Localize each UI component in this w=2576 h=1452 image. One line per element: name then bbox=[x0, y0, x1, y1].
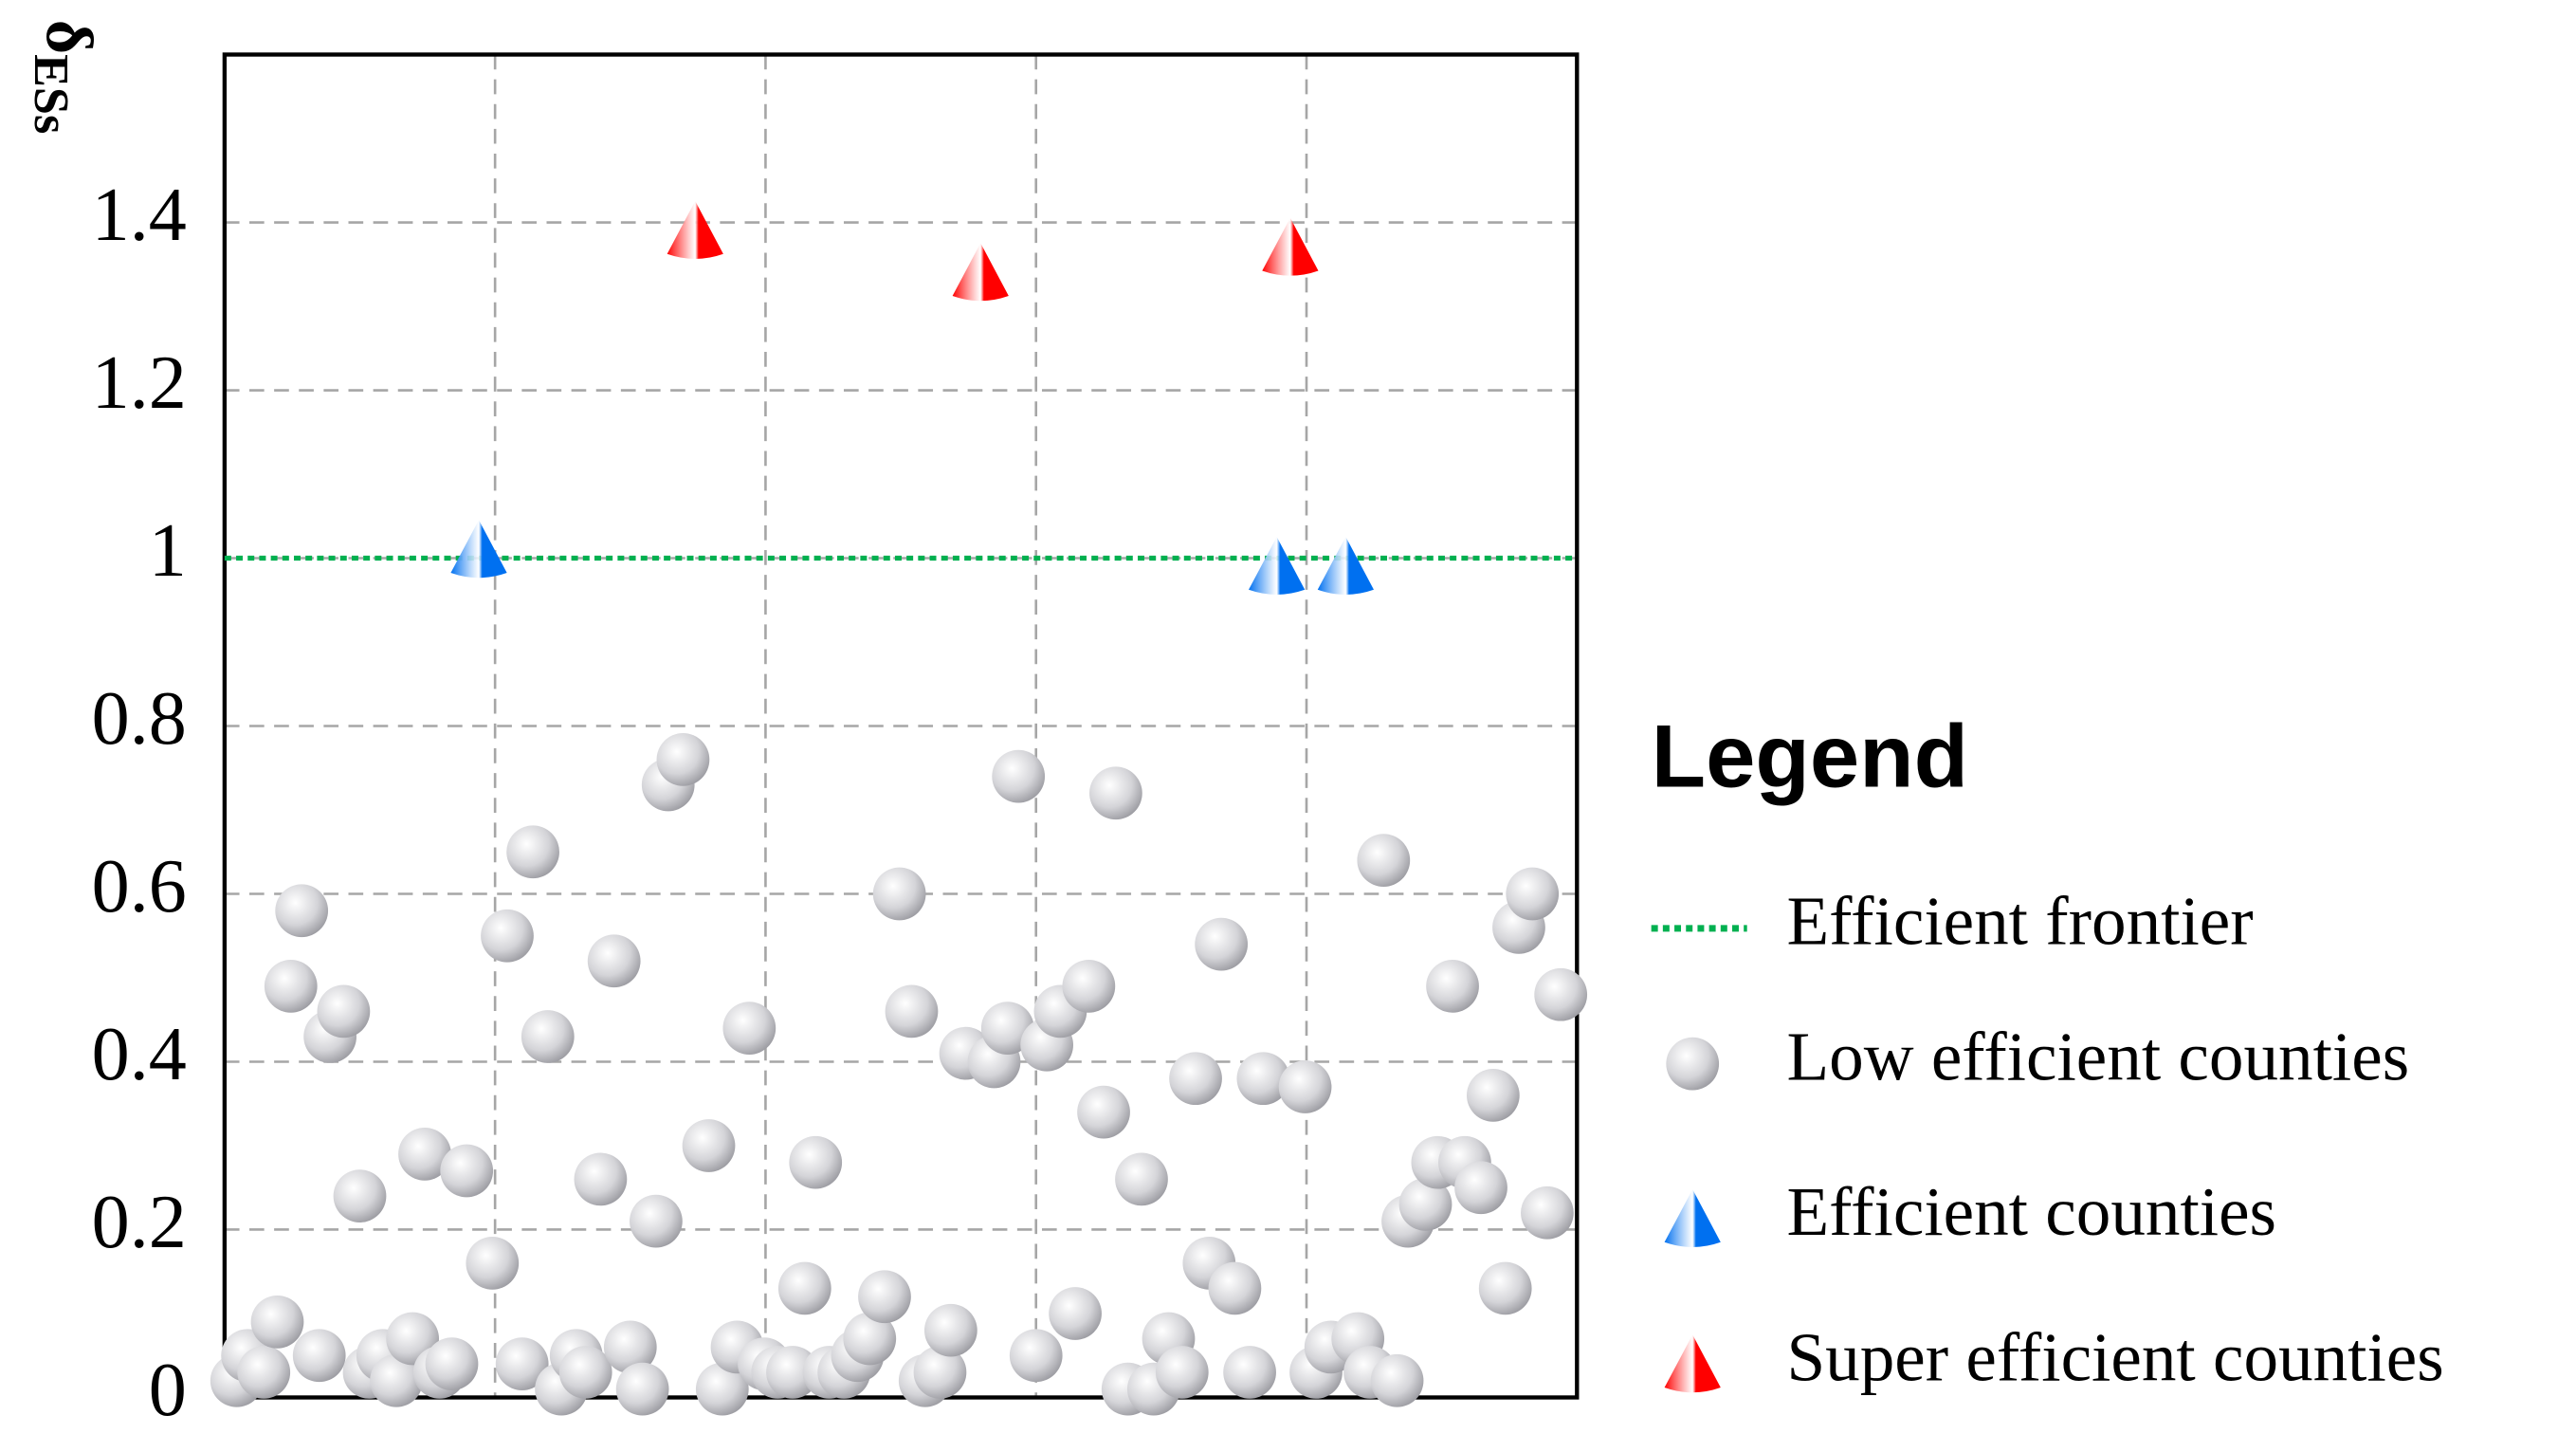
cone-marker bbox=[1664, 1189, 1721, 1247]
ball-marker bbox=[440, 1144, 494, 1198]
ball-marker bbox=[777, 1261, 831, 1315]
ball-marker bbox=[843, 1312, 897, 1366]
ball-marker bbox=[370, 1353, 423, 1407]
cone-marker bbox=[952, 243, 1009, 302]
ball-marker bbox=[1009, 1329, 1063, 1383]
ball-marker bbox=[1223, 1346, 1276, 1399]
ball-marker bbox=[695, 1362, 749, 1416]
ball-marker bbox=[722, 1002, 776, 1055]
ball-marker bbox=[1089, 766, 1142, 820]
ball-marker bbox=[1115, 1152, 1168, 1206]
ball-marker bbox=[1506, 867, 1560, 921]
legend-label: Low efficient counties bbox=[1786, 1018, 2409, 1094]
legend-label: Efficient frontier bbox=[1786, 883, 2253, 960]
ball-marker bbox=[1077, 1085, 1130, 1139]
ball-marker bbox=[1155, 1346, 1209, 1399]
ball-marker bbox=[587, 934, 641, 988]
ball-marker bbox=[1169, 1052, 1222, 1106]
ball-marker bbox=[558, 1346, 612, 1399]
cone-marker bbox=[1664, 1334, 1721, 1393]
ball-marker bbox=[789, 1135, 843, 1189]
ball-marker bbox=[1534, 967, 1588, 1021]
ball-marker bbox=[992, 749, 1046, 803]
ball-marker bbox=[603, 1320, 657, 1374]
plot-frame bbox=[222, 52, 1580, 1400]
ball-marker bbox=[506, 825, 559, 879]
legend-label: Efficient counties bbox=[1786, 1173, 2276, 1250]
cone-marker bbox=[1317, 537, 1374, 595]
ball-marker bbox=[264, 959, 318, 1013]
ball-marker bbox=[574, 1152, 628, 1206]
ball-marker bbox=[317, 984, 371, 1038]
ball-marker bbox=[913, 1346, 967, 1399]
y-tick-label: 1.2 bbox=[92, 341, 187, 425]
ball-marker bbox=[615, 1362, 669, 1416]
ball-marker bbox=[398, 1127, 451, 1181]
ball-marker bbox=[1398, 1178, 1452, 1231]
ball-marker bbox=[275, 884, 329, 938]
ball-marker bbox=[237, 1346, 291, 1399]
ball-marker bbox=[1666, 1037, 1720, 1091]
legend-title: Legend bbox=[1652, 707, 1968, 806]
ball-marker bbox=[1236, 1052, 1290, 1106]
ball-marker bbox=[1278, 1060, 1332, 1113]
ball-marker bbox=[521, 1010, 575, 1063]
cone-marker bbox=[1262, 217, 1319, 276]
ball-marker bbox=[495, 1337, 549, 1390]
ball-marker bbox=[1062, 959, 1116, 1013]
y-tick-label: 0.8 bbox=[92, 677, 187, 761]
ball-marker bbox=[481, 909, 534, 963]
cone-marker bbox=[450, 520, 507, 579]
y-tick-label: 1 bbox=[149, 509, 187, 593]
y-tick-label: 1.4 bbox=[92, 174, 187, 257]
ball-marker bbox=[1521, 1185, 1574, 1240]
ball-marker bbox=[656, 733, 710, 786]
ball-marker bbox=[630, 1194, 683, 1248]
ball-marker bbox=[1357, 834, 1411, 887]
cone-marker bbox=[667, 201, 723, 259]
y-tick-label: 0.2 bbox=[92, 1181, 187, 1264]
ball-marker bbox=[333, 1169, 387, 1222]
ball-marker bbox=[1454, 1161, 1507, 1215]
ball-marker bbox=[1370, 1353, 1424, 1407]
legend-label: Super efficient counties bbox=[1786, 1318, 2443, 1395]
cone-marker bbox=[1249, 537, 1306, 595]
y-tick-label: 0.4 bbox=[92, 1013, 187, 1096]
ball-marker bbox=[858, 1270, 911, 1324]
ball-marker bbox=[872, 867, 926, 921]
ball-marker bbox=[1426, 959, 1479, 1013]
ball-marker bbox=[1208, 1261, 1262, 1315]
ball-marker bbox=[292, 1329, 346, 1383]
y-label-main: δ bbox=[32, 20, 105, 54]
ball-marker bbox=[425, 1337, 479, 1390]
ball-marker bbox=[1195, 917, 1249, 971]
y-label-sub: ESs bbox=[24, 54, 79, 134]
ball-marker bbox=[250, 1295, 304, 1349]
ball-marker bbox=[885, 984, 939, 1038]
ball-marker bbox=[1466, 1069, 1520, 1122]
y-tick-label: 0 bbox=[149, 1349, 187, 1432]
ball-marker bbox=[682, 1119, 736, 1172]
ball-marker bbox=[466, 1237, 520, 1290]
ball-marker bbox=[923, 1303, 977, 1357]
ball-marker bbox=[766, 1346, 819, 1399]
y-axis-label: δESs bbox=[24, 20, 105, 134]
ball-marker bbox=[1478, 1261, 1532, 1315]
ball-marker bbox=[1049, 1287, 1102, 1340]
y-tick-label: 0.6 bbox=[92, 845, 187, 928]
